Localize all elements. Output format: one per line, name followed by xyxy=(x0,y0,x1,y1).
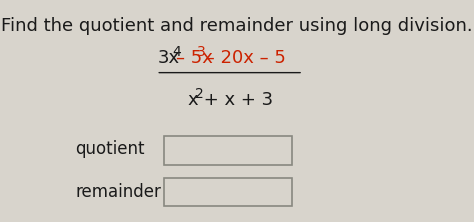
Text: x: x xyxy=(187,91,198,109)
Text: 2: 2 xyxy=(195,87,203,101)
Text: Find the quotient and remainder using long division.: Find the quotient and remainder using lo… xyxy=(1,17,473,35)
Text: quotient: quotient xyxy=(75,140,145,158)
Text: 4: 4 xyxy=(173,46,182,59)
Text: 3x: 3x xyxy=(158,49,180,67)
Text: + x + 3: + x + 3 xyxy=(198,91,273,109)
Text: 3: 3 xyxy=(197,46,205,59)
Text: remainder: remainder xyxy=(75,183,162,201)
FancyBboxPatch shape xyxy=(164,136,292,165)
Text: – 20x – 5: – 20x – 5 xyxy=(200,49,285,67)
Text: – 5x: – 5x xyxy=(176,49,213,67)
FancyBboxPatch shape xyxy=(164,178,292,206)
